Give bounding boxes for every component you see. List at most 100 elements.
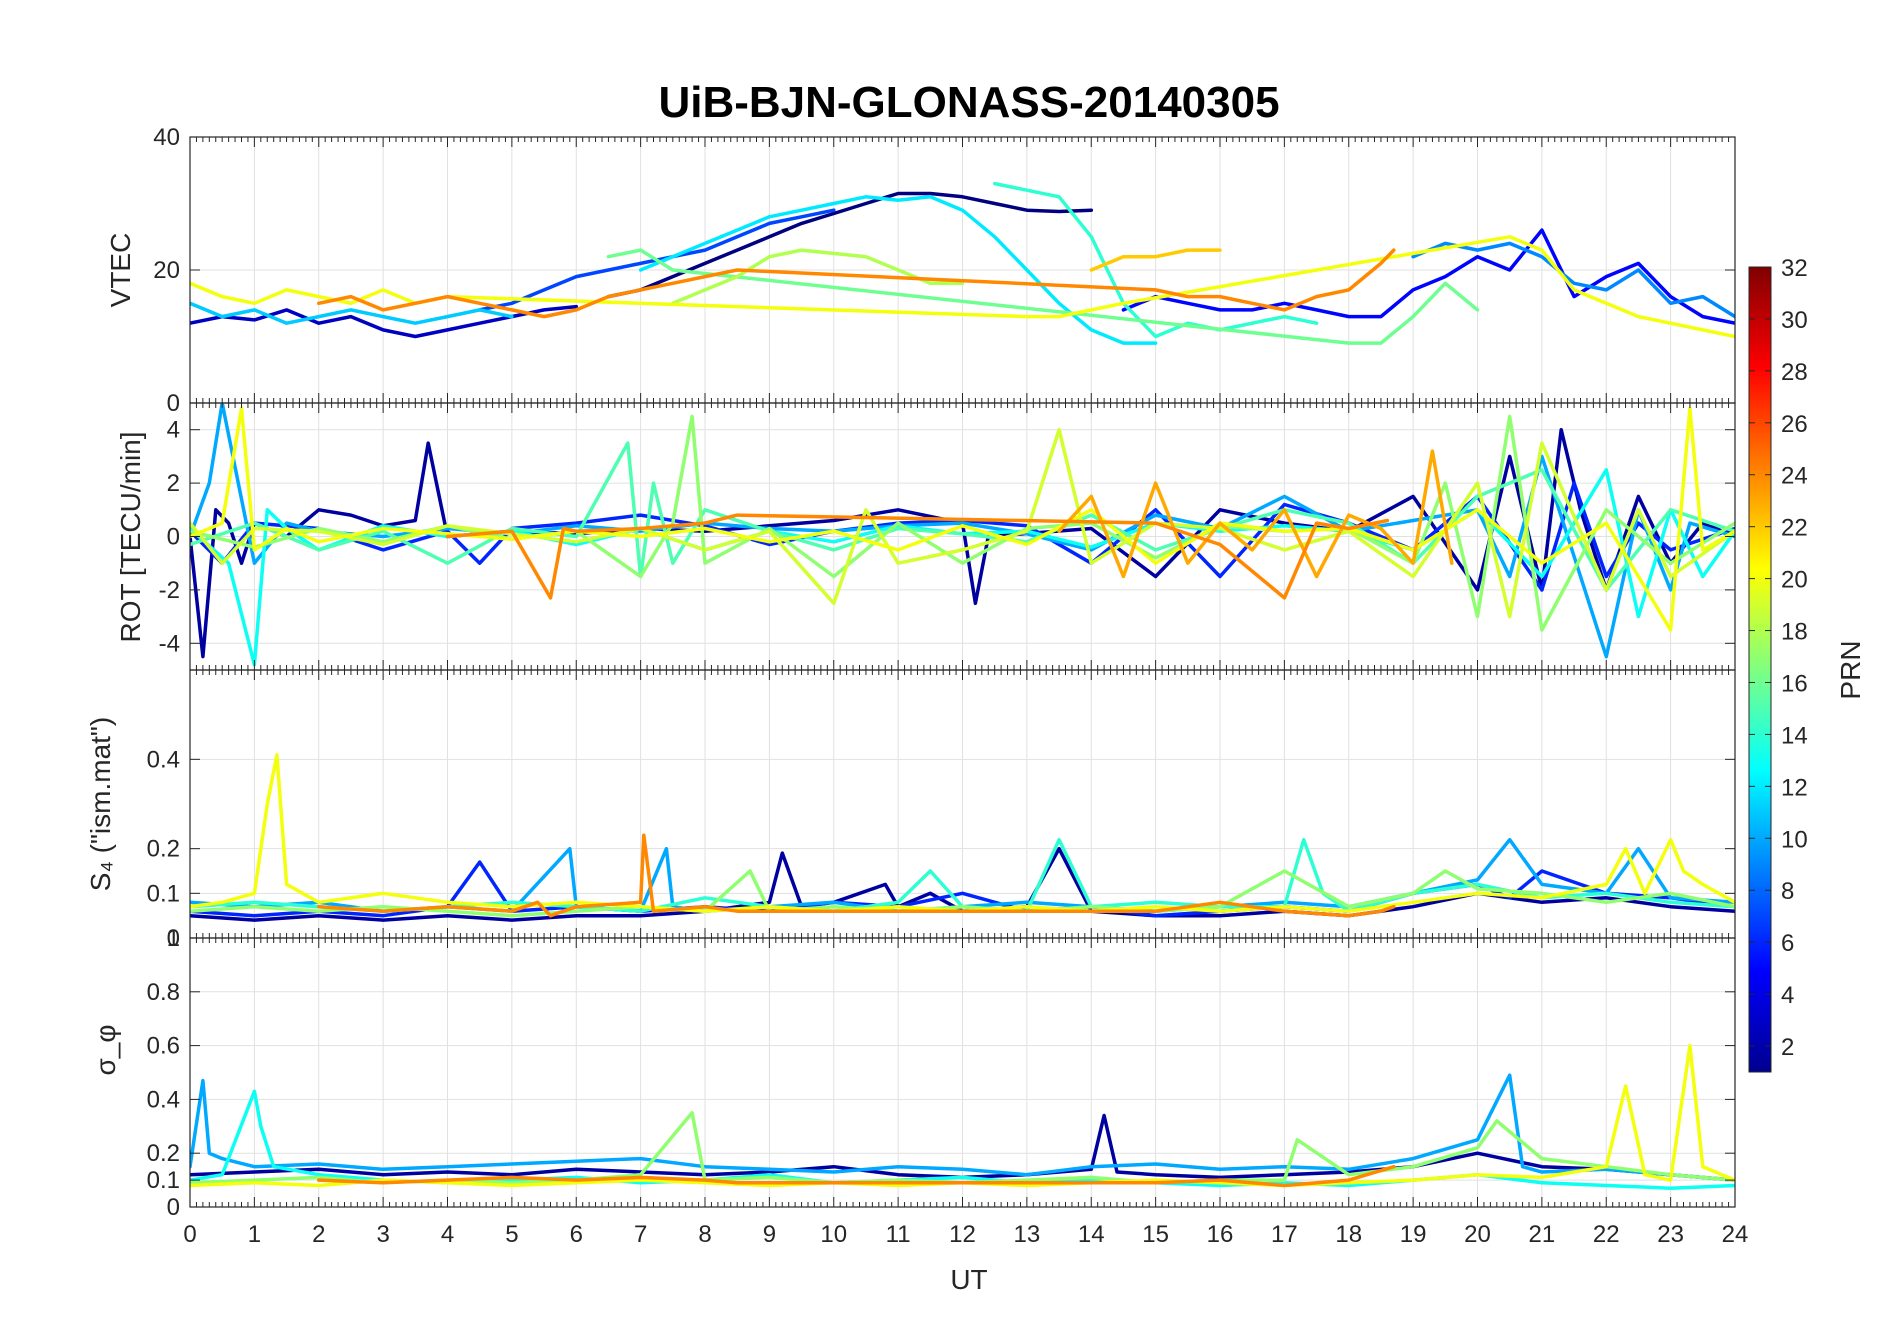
series-prn-24 [445, 513, 1390, 600]
x-axis-label: UT [950, 1264, 987, 1295]
x-tick-label: 4 [441, 1221, 454, 1248]
y-tick-label-sigma_phi: 0 [167, 1194, 180, 1221]
colorbar-tick-label: 16 [1781, 670, 1808, 697]
y-axis-label-rot: ROT [TECU/min] [115, 431, 146, 642]
y-tick-label-s4: 0.4 [147, 746, 180, 773]
grid-vtec [189, 136, 1736, 403]
series-prn-16 [606, 248, 1480, 345]
y-tick-label-rot: 2 [167, 470, 180, 497]
y-axis-label-sigma_phi: σ_φ [90, 1024, 121, 1075]
series-group-vtec [190, 181, 1735, 345]
y-tick-label-rot: -2 [159, 577, 180, 604]
colorbar-box [1748, 266, 1772, 1073]
x-tick-label: 22 [1593, 1221, 1620, 1248]
x-tick-label: 23 [1657, 1221, 1684, 1248]
chart-title: UiB-BJN-GLONASS-20140305 [658, 78, 1279, 127]
y-tick-label-rot: -4 [159, 630, 180, 657]
series-prn-5 [1121, 228, 1735, 325]
x-tick-label: 3 [376, 1221, 389, 1248]
y-tick-label-sigma_phi: 0.2 [147, 1140, 180, 1167]
x-tick-label: 15 [1142, 1221, 1169, 1248]
y-tick-label-sigma_phi: 0.6 [147, 1033, 180, 1060]
series-prn-17 [190, 869, 1735, 918]
x-tick-label: 6 [570, 1221, 583, 1248]
series-prn-17 [190, 414, 1735, 632]
x-tick-label: 13 [1014, 1221, 1041, 1248]
x-axis-tick-labels: 0 1 2 3 4 5 6 7 8 9 10 11 12 13 14 15 16 17 18 19 20 21 22 23 24 [183, 1221, 1748, 1248]
panel-vtec: 20 40 VTEC [105, 124, 1736, 404]
series-prn-14 [992, 181, 1319, 339]
x-tick-label: 7 [634, 1221, 647, 1248]
x-tick-label: 9 [763, 1221, 776, 1248]
colorbar-tick-label: 10 [1781, 826, 1808, 853]
x-tick-label: 10 [820, 1221, 847, 1248]
x-tick-label: 8 [698, 1221, 711, 1248]
x-tick-label: 11 [886, 1221, 911, 1248]
y-tick-label-rot: 0 [167, 390, 180, 417]
colorbar-tick-label: 20 [1781, 567, 1808, 594]
colorbar-tick-label: 14 [1781, 722, 1808, 749]
colorbar-tick-label: 30 [1781, 307, 1808, 334]
x-tick-label: 1 [248, 1221, 261, 1248]
panel-sigma_phi: 00.10.20.40.60.81σ_φ [90, 925, 1736, 1221]
series-prn-23 [1057, 449, 1454, 579]
y-tick-label-sigma_phi: 1 [167, 925, 180, 952]
series-prn-22 [1089, 248, 1222, 272]
series-prn-19 [190, 427, 1735, 619]
y-tick-label-sigma_phi: 0.8 [147, 979, 180, 1006]
series-prn-24 [317, 833, 1396, 918]
colorbar-tick-label: 22 [1781, 515, 1808, 542]
colorbar-label: PRN [1835, 640, 1866, 699]
colorbar-tick-label: 4 [1781, 982, 1794, 1009]
x-tick-label: 5 [505, 1221, 518, 1248]
y-tick-label-sigma_phi: 0.1 [147, 1167, 180, 1194]
colorbar-tick-label: 8 [1781, 878, 1794, 905]
x-tick-label: 16 [1207, 1221, 1234, 1248]
x-tick-label: 14 [1078, 1221, 1105, 1248]
colorbar-tick-label: 2 [1781, 1034, 1794, 1061]
colorbar-tick-label: 26 [1781, 411, 1808, 438]
series-prn-11 [190, 301, 514, 325]
x-tick-label: 12 [949, 1221, 976, 1248]
series-group-rot [190, 403, 1735, 667]
x-tick-label: 19 [1400, 1221, 1427, 1248]
y-tick-label-vtec: 20 [153, 257, 180, 284]
colorbar-tick-label: 24 [1781, 463, 1808, 490]
x-tick-label: 0 [183, 1221, 196, 1248]
series-prn-10 [190, 1073, 1735, 1182]
colorbar-tick-label: 12 [1781, 774, 1808, 801]
x-tick-label: 21 [1529, 1221, 1556, 1248]
series-prn-9 [1411, 241, 1735, 319]
y-tick-label-s4: 0.2 [147, 836, 180, 863]
x-tick-label: 24 [1722, 1221, 1749, 1248]
colorbar-tick-label: 28 [1781, 359, 1808, 386]
y-tick-label-rot: 0 [167, 524, 180, 551]
x-tick-label: 2 [312, 1221, 325, 1248]
y-tick-label-sigma_phi: 0.4 [147, 1086, 180, 1113]
y-tick-label-rot: 4 [167, 417, 180, 444]
y-tick-label-s4: 0 [167, 925, 180, 952]
series-prn-24 [317, 248, 1396, 319]
x-tick-label: 17 [1271, 1221, 1298, 1248]
series-group-s4 [190, 753, 1735, 922]
colorbar-gradient [1749, 267, 1771, 1072]
y-axis-label-vtec: VTEC [105, 233, 136, 308]
colorbar-tick-label: 32 [1781, 255, 1808, 282]
series-prn-20 [190, 406, 1735, 632]
x-tick-label: 18 [1335, 1221, 1362, 1248]
x-tick-label: 20 [1464, 1221, 1491, 1248]
series-prn-20 [190, 235, 1735, 339]
panel-s4: 0 0.1 0.2 0.4 S₄ ("ism.mat") [85, 669, 1736, 952]
colorbar-tick-label: 18 [1781, 619, 1808, 646]
y-tick-label-vtec: 40 [153, 124, 180, 151]
colorbar-tick-label: 6 [1781, 930, 1794, 957]
y-tick-label-s4: 0.1 [147, 880, 180, 907]
y-axis-label-s4: S₄ ("ism.mat") [85, 717, 116, 891]
series-prn-24 [317, 1164, 1396, 1188]
series-group-sigma_phi [190, 1043, 1735, 1190]
series-prn-2 [190, 846, 1735, 922]
